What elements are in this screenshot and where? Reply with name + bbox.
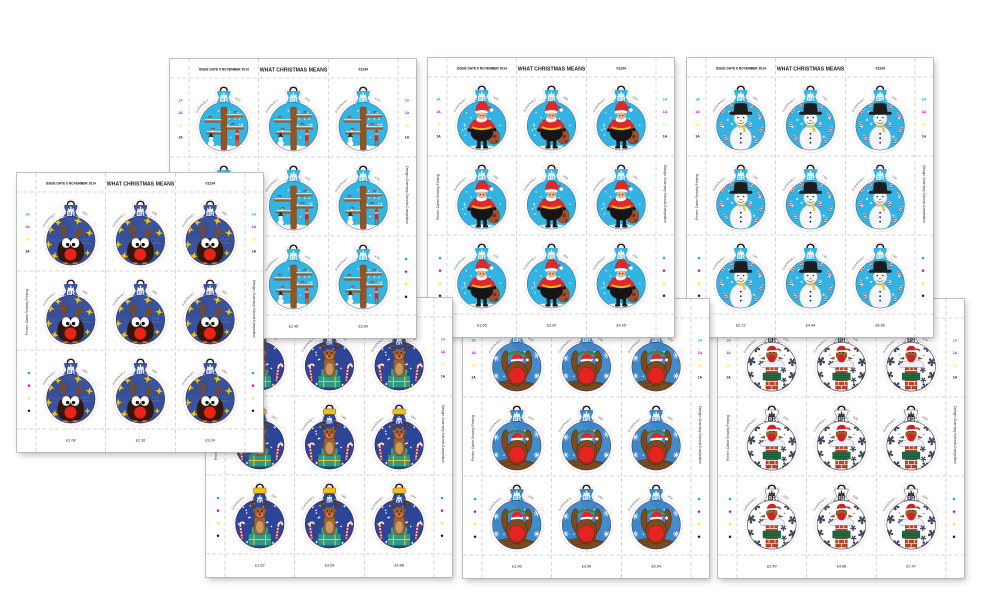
svg-text:ISSUE DATE 6 NOVEMBER 2014: ISSUE DATE 6 NOVEMBER 2014 xyxy=(456,66,506,70)
svg-text:1A: 1A xyxy=(25,212,30,216)
svg-text:1A: 1A xyxy=(436,98,441,102)
svg-text:1A: 1A xyxy=(662,122,667,126)
svg-text:1A: 1A xyxy=(726,363,731,367)
svg-text:£3.24: £3.24 xyxy=(324,563,334,567)
svg-text:1A: 1A xyxy=(921,98,926,102)
svg-text:1A: 1A xyxy=(436,135,441,139)
svg-text:1A: 1A xyxy=(25,224,30,228)
svg-text:ISSUE DATE 6 NOVEMBER 2014: ISSUE DATE 6 NOVEMBER 2014 xyxy=(715,66,765,70)
svg-text:£4.95: £4.95 xyxy=(616,324,626,328)
svg-text:1A: 1A xyxy=(404,99,409,103)
svg-text:Design: Guernsey Schools Compe: Design: Guernsey Schools Competition xyxy=(405,166,409,224)
svg-text:1A: 1A xyxy=(662,110,667,114)
svg-text:Design: Guernsey Schools Compe: Design: Guernsey Schools Competition xyxy=(441,405,445,463)
svg-text:01234: 01234 xyxy=(875,66,885,70)
svg-text:1A: 1A xyxy=(471,375,476,379)
svg-text:£1.98: £1.98 xyxy=(512,564,522,568)
svg-text:1A: 1A xyxy=(471,350,476,354)
svg-text:1A: 1A xyxy=(440,337,445,341)
svg-text:1A: 1A xyxy=(697,375,702,379)
svg-text:1A: 1A xyxy=(662,135,667,139)
svg-text:£3.96: £3.96 xyxy=(581,564,591,568)
svg-text:1A: 1A xyxy=(252,249,257,253)
svg-text:£1.62: £1.62 xyxy=(255,563,265,567)
svg-text:1A: 1A xyxy=(726,338,731,342)
svg-text:1A: 1A xyxy=(178,123,183,127)
svg-text:WHAT CHRISTMAS MEANS: WHAT CHRISTMAS MEANS xyxy=(776,66,844,72)
svg-text:£1.65: £1.65 xyxy=(477,324,487,328)
svg-text:1A: 1A xyxy=(695,135,700,139)
svg-text:£1.08: £1.08 xyxy=(66,438,76,442)
svg-text:1A: 1A xyxy=(25,237,30,241)
svg-text:1A: 1A xyxy=(695,110,700,114)
svg-text:ISSUE DATE 6 NOVEMBER 2014: ISSUE DATE 6 NOVEMBER 2014 xyxy=(46,181,96,185)
svg-text:Printer: Cartor Security Print: Printer: Cartor Security Printing xyxy=(694,174,698,220)
svg-text:1A: 1A xyxy=(440,362,445,366)
svg-text:£4.86: £4.86 xyxy=(394,563,404,567)
svg-text:Design: Guernsey Schools Compe: Design: Guernsey Schools Competition xyxy=(922,165,926,223)
svg-text:Design: Guernsey Schools Compe: Design: Guernsey Schools Competition xyxy=(953,406,957,464)
svg-text:1A: 1A xyxy=(921,135,926,139)
svg-text:1A: 1A xyxy=(697,350,702,354)
svg-text:1A: 1A xyxy=(953,350,958,354)
svg-text:1A: 1A xyxy=(697,363,702,367)
svg-text:£3.69: £3.69 xyxy=(358,325,368,329)
svg-text:1A: 1A xyxy=(440,349,445,353)
svg-text:1A: 1A xyxy=(471,363,476,367)
svg-text:Design: Guernsey Schools Compe: Design: Guernsey Schools Competition xyxy=(663,165,667,223)
svg-text:Design: Guernsey Schools Compe: Design: Guernsey Schools Competition xyxy=(698,406,702,464)
svg-text:1A: 1A xyxy=(953,338,958,342)
svg-text:£6.66: £6.66 xyxy=(875,324,885,328)
svg-text:1A: 1A xyxy=(436,110,441,114)
svg-text:£3.30: £3.30 xyxy=(546,324,556,328)
svg-text:£7.47: £7.47 xyxy=(906,564,916,568)
svg-text:1A: 1A xyxy=(662,98,667,102)
svg-text:1A: 1A xyxy=(436,122,441,126)
svg-text:Printer: Cartor Security Print: Printer: Cartor Security Printing xyxy=(435,174,439,220)
svg-text:£2.46: £2.46 xyxy=(288,325,298,329)
svg-text:01234: 01234 xyxy=(616,66,626,70)
svg-text:1A: 1A xyxy=(921,110,926,114)
svg-text:WHAT CHRISTMAS MEANS: WHAT CHRISTMAS MEANS xyxy=(107,181,175,187)
svg-text:1A: 1A xyxy=(252,224,257,228)
svg-text:Printer: Cartor Security Print: Printer: Cartor Security Printing xyxy=(726,415,730,461)
svg-text:WHAT CHRISTMAS MEANS: WHAT CHRISTMAS MEANS xyxy=(517,66,585,72)
svg-text:1A: 1A xyxy=(471,338,476,342)
svg-text:1A: 1A xyxy=(695,122,700,126)
svg-text:1A: 1A xyxy=(921,122,926,126)
svg-text:£2.49: £2.49 xyxy=(767,564,777,568)
svg-text:ISSUE DATE 6 NOVEMBER 2014: ISSUE DATE 6 NOVEMBER 2014 xyxy=(198,67,248,71)
svg-text:1A: 1A xyxy=(178,136,183,140)
svg-text:1A: 1A xyxy=(726,350,731,354)
svg-text:1A: 1A xyxy=(404,111,409,115)
svg-text:£3.24: £3.24 xyxy=(205,438,215,442)
svg-text:1A: 1A xyxy=(695,98,700,102)
svg-text:1A: 1A xyxy=(697,338,702,342)
svg-text:1A: 1A xyxy=(726,375,731,379)
svg-text:1A: 1A xyxy=(178,111,183,115)
svg-text:1A: 1A xyxy=(404,123,409,127)
svg-text:£4.98: £4.98 xyxy=(837,564,847,568)
svg-text:1A: 1A xyxy=(953,375,958,379)
svg-text:£4.44: £4.44 xyxy=(805,324,815,328)
svg-text:1A: 1A xyxy=(404,136,409,140)
svg-text:WHAT CHRISTMAS MEANS: WHAT CHRISTMAS MEANS xyxy=(259,67,327,73)
svg-text:Design: Guernsey Schools Compe: Design: Guernsey Schools Competition xyxy=(252,280,256,338)
svg-text:1A: 1A xyxy=(953,363,958,367)
svg-text:£2.22: £2.22 xyxy=(736,324,746,328)
svg-text:1A: 1A xyxy=(440,374,445,378)
svg-text:£5.94: £5.94 xyxy=(651,564,661,568)
svg-text:Printer: Cartor Security Print: Printer: Cartor Security Printing xyxy=(25,289,29,335)
svg-text:01234: 01234 xyxy=(358,67,368,71)
svg-text:1A: 1A xyxy=(25,249,30,253)
svg-text:£2.16: £2.16 xyxy=(136,438,146,442)
svg-text:Printer: Cartor Security Print: Printer: Cartor Security Printing xyxy=(470,415,474,461)
svg-text:1A: 1A xyxy=(252,212,257,216)
svg-text:1A: 1A xyxy=(252,237,257,241)
svg-text:01234: 01234 xyxy=(205,181,215,185)
svg-text:1A: 1A xyxy=(178,99,183,103)
